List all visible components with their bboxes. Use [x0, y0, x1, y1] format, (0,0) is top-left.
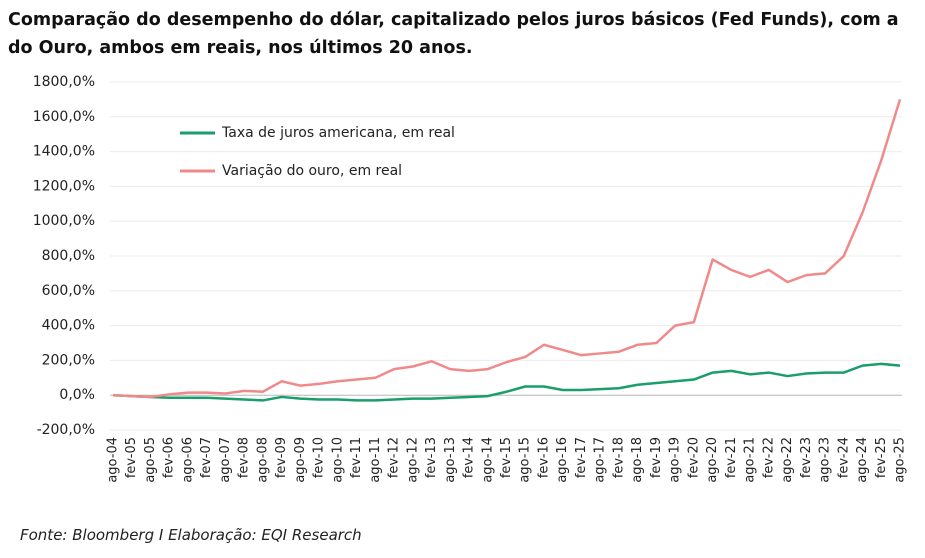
x-tick-label: fev-13 [424, 437, 439, 478]
x-tick-label: fev-08 [237, 437, 252, 478]
chart-title: Comparação do desempenho do dólar, capit… [8, 10, 899, 58]
y-tick-label: -200,0% [37, 422, 95, 438]
x-tick-label: ago-18 [630, 437, 645, 483]
x-tick-label: fev-18 [611, 437, 626, 478]
x-tick-label: fev-25 [874, 437, 889, 478]
x-tick-label: fev-06 [162, 437, 177, 478]
x-tick-label: ago-17 [593, 437, 608, 483]
x-tick-label: fev-11 [349, 437, 364, 478]
x-tick-label: ago-06 [180, 437, 195, 483]
x-tick-label: ago-08 [255, 437, 270, 483]
x-tick-label: ago-21 [743, 437, 758, 483]
y-tick-label: 200,0% [42, 352, 95, 368]
x-tick-label: ago-12 [405, 437, 420, 483]
x-tick-label: ago-15 [518, 437, 533, 483]
y-tick-label: 1400,0% [33, 144, 95, 160]
x-tick-label: ago-05 [143, 437, 158, 483]
x-tick-label: fev-16 [536, 437, 551, 478]
source-note: Fonte: Bloomberg I Elaboração: EQI Resea… [20, 526, 362, 544]
y-tick-label: 1600,0% [33, 109, 95, 125]
x-tick-label: ago-19 [668, 437, 683, 483]
y-tick-label: 0,0% [59, 387, 95, 403]
x-tick-label: fev-07 [199, 437, 214, 478]
x-tick-label: fev-22 [761, 437, 776, 478]
legend-label: Taxa de juros americana, em real [221, 125, 455, 141]
x-tick-label: fev-14 [462, 437, 477, 478]
y-tick-label: 1800,0% [33, 74, 95, 90]
x-tick-label: fev-15 [499, 437, 514, 478]
x-tick-label: ago-09 [293, 437, 308, 483]
y-tick-label: 1200,0% [33, 178, 95, 194]
x-tick-label: fev-17 [574, 437, 589, 478]
x-tick-label: ago-04 [106, 437, 121, 483]
x-tick-label: fev-19 [649, 437, 664, 478]
x-tick-label: fev-09 [274, 437, 289, 478]
series-line [112, 362, 901, 402]
x-tick-label: fev-20 [686, 437, 701, 478]
x-tick-label: fev-23 [799, 437, 814, 478]
x-tick-label: ago-16 [555, 437, 570, 483]
legend-label: Variação do ouro, em real [222, 163, 402, 179]
series-line [112, 99, 902, 399]
x-tick-label: ago-10 [330, 437, 345, 483]
x-tick-label: ago-14 [480, 437, 495, 483]
x-tick-label: ago-25 [893, 437, 908, 483]
y-tick-label: 600,0% [42, 283, 95, 299]
y-tick-label: 1000,0% [33, 213, 95, 229]
x-tick-label: fev-10 [312, 437, 327, 478]
x-tick-label: fev-05 [124, 437, 139, 478]
x-tick-label: ago-20 [705, 437, 720, 483]
y-tick-label: 800,0% [42, 248, 95, 264]
x-tick-label: ago-22 [780, 437, 795, 483]
x-tick-label: fev-24 [836, 437, 851, 478]
x-tick-label: ago-24 [855, 437, 870, 483]
x-tick-label: ago-07 [218, 437, 233, 483]
x-tick-label: ago-11 [368, 437, 383, 483]
x-tick-label: fev-12 [387, 437, 402, 478]
x-tick-label: ago-13 [443, 437, 458, 483]
x-tick-label: ago-23 [818, 437, 833, 483]
y-tick-label: 400,0% [42, 318, 95, 334]
x-tick-label: fev-21 [724, 437, 739, 478]
